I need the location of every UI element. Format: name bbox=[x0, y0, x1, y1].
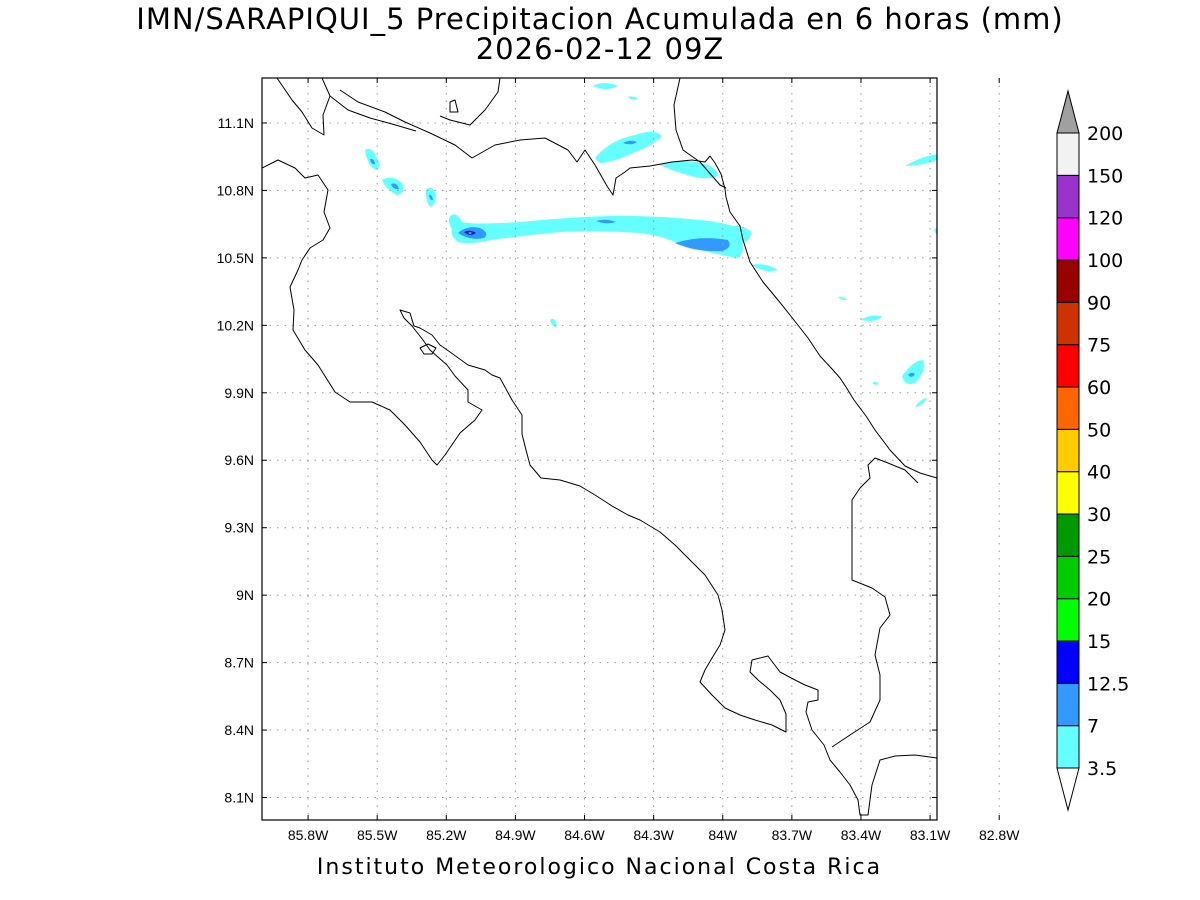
precip-area bbox=[391, 183, 399, 190]
precip-area bbox=[429, 194, 433, 201]
colorbar-swatch bbox=[1056, 725, 1080, 769]
precip-area bbox=[934, 227, 937, 235]
colorbar-label: 20 bbox=[1087, 589, 1111, 611]
latitude-axis: 11.1N 10.8N 10.5N 10.2N 9.9N 9.6N 9.3N 9N 8.7N 8.… bbox=[217, 115, 937, 806]
colorbar-swatch bbox=[1056, 174, 1080, 219]
x-tick-label: 84W bbox=[708, 827, 738, 843]
colorbar-swatch bbox=[1056, 555, 1080, 600]
colorbar-swatch bbox=[1056, 513, 1080, 557]
x-tick-label: 85.8W bbox=[288, 827, 329, 843]
colorbar-swatch bbox=[1056, 301, 1080, 346]
y-tick-label: 8.4N bbox=[224, 722, 254, 738]
island-marker bbox=[449, 99, 459, 113]
precip-area bbox=[370, 158, 375, 165]
colorbar-label: 60 bbox=[1087, 377, 1111, 399]
precip-area bbox=[905, 154, 937, 166]
precip-area bbox=[860, 315, 882, 321]
y-tick-label: 9N bbox=[236, 587, 254, 603]
x-tick-label: 85.2W bbox=[426, 827, 467, 843]
x-tick-label: 84.9W bbox=[495, 827, 536, 843]
precip-area bbox=[660, 160, 718, 179]
nicaragua-pacific-coast bbox=[276, 78, 331, 136]
precip-area bbox=[623, 140, 637, 145]
x-tick-label: 83.7W bbox=[772, 827, 813, 843]
x-tick-label: 84.3W bbox=[633, 827, 674, 843]
map-footer: Instituto Meteorologico Nacional Costa R… bbox=[316, 855, 883, 880]
precip-area bbox=[902, 360, 924, 385]
precip-area bbox=[595, 131, 662, 163]
map-frame bbox=[261, 77, 938, 821]
x-tick-label: 83.4W bbox=[841, 827, 882, 843]
y-tick-label: 8.1N bbox=[224, 790, 254, 806]
map-subtitle: 2026-02-12 09Z bbox=[475, 32, 725, 66]
colorbar-label: 15 bbox=[1087, 631, 1111, 653]
colorbar-label: 150 bbox=[1087, 165, 1123, 187]
colorbar-label: 40 bbox=[1087, 462, 1111, 484]
colorbar-upper-arrow bbox=[1056, 89, 1080, 134]
panama-border bbox=[831, 457, 919, 748]
colorbar-label: 50 bbox=[1087, 419, 1111, 441]
x-tick-label: 85.5W bbox=[357, 827, 398, 843]
y-tick-label: 10.2N bbox=[217, 317, 254, 333]
x-tick-label: 82.8W bbox=[979, 827, 1020, 843]
y-tick-label: 9.3N bbox=[224, 520, 254, 536]
colorbar-lower-arrow bbox=[1056, 767, 1080, 812]
y-tick-label: 11.1N bbox=[218, 115, 254, 131]
y-tick-label: 9.9N bbox=[224, 385, 254, 401]
lake-nicaragua-shore bbox=[339, 89, 937, 479]
precip-area bbox=[596, 219, 616, 224]
colorbar-label: 200 bbox=[1087, 123, 1123, 145]
colorbar-label: 7 bbox=[1087, 716, 1099, 738]
colorbar-swatch bbox=[1056, 259, 1080, 303]
colorbar-swatch bbox=[1056, 682, 1080, 727]
nicoya-gulf-island bbox=[419, 343, 437, 355]
precip-area bbox=[752, 264, 778, 272]
colorbar-label: 3.5 bbox=[1087, 758, 1117, 780]
colorbar-label: 75 bbox=[1087, 335, 1111, 357]
colorbar-swatch bbox=[1056, 428, 1080, 473]
colorbar-label: 120 bbox=[1087, 208, 1123, 230]
colorbar-swatch bbox=[1056, 386, 1080, 430]
colorbar-label: 12.5 bbox=[1087, 673, 1129, 695]
colorbar-swatch bbox=[1056, 640, 1080, 684]
map-title: IMN/SARAPIQUI_5 Precipitacion Acumulada … bbox=[136, 2, 1064, 36]
precip-area bbox=[593, 83, 618, 89]
colorbar-label: 90 bbox=[1087, 292, 1111, 314]
x-tick-label: 83.1W bbox=[910, 827, 951, 843]
y-tick-label: 8.7N bbox=[224, 655, 254, 671]
colorbar-swatch bbox=[1056, 598, 1080, 642]
precip-area bbox=[550, 318, 557, 327]
colorbar-label: 25 bbox=[1087, 546, 1111, 568]
colorbar-swatch bbox=[1056, 132, 1080, 176]
precip-area bbox=[838, 296, 847, 301]
lake-nicaragua-north-shore bbox=[329, 95, 417, 132]
river-san-juan bbox=[439, 78, 501, 126]
caribbean-coast-north bbox=[673, 78, 727, 189]
longitude-axis: 85.8W 85.5W 85.2W 84.9W 84.6W 84.3W 84W 83.7W 83… bbox=[288, 78, 1020, 843]
colorbar-swatch bbox=[1056, 217, 1080, 261]
precip-area bbox=[468, 232, 472, 234]
colorbar-legend: 3.5 7 12.5 15 20 25 30 40 50 60 75 90 100 120 150 200 bbox=[1056, 89, 1129, 812]
y-tick-label: 10.8N bbox=[217, 182, 254, 198]
colorbar-swatch bbox=[1056, 471, 1080, 515]
graticule bbox=[262, 78, 1000, 820]
colorbar-swatch bbox=[1056, 344, 1080, 388]
precip-area bbox=[675, 238, 730, 252]
precipitation-layer bbox=[365, 83, 937, 407]
guanacaste-coast bbox=[262, 159, 937, 816]
colorbar-label: 30 bbox=[1087, 504, 1111, 526]
precip-area bbox=[915, 398, 927, 407]
y-tick-label: 10.5N bbox=[217, 250, 254, 266]
x-tick-label: 84.6W bbox=[564, 827, 605, 843]
precip-area bbox=[448, 214, 752, 258]
y-tick-label: 9.6N bbox=[224, 452, 254, 468]
precip-area bbox=[872, 381, 879, 385]
precip-area bbox=[908, 372, 915, 377]
precip-area bbox=[628, 96, 638, 100]
coastlines bbox=[262, 78, 937, 816]
colorbar-label: 100 bbox=[1087, 250, 1123, 272]
